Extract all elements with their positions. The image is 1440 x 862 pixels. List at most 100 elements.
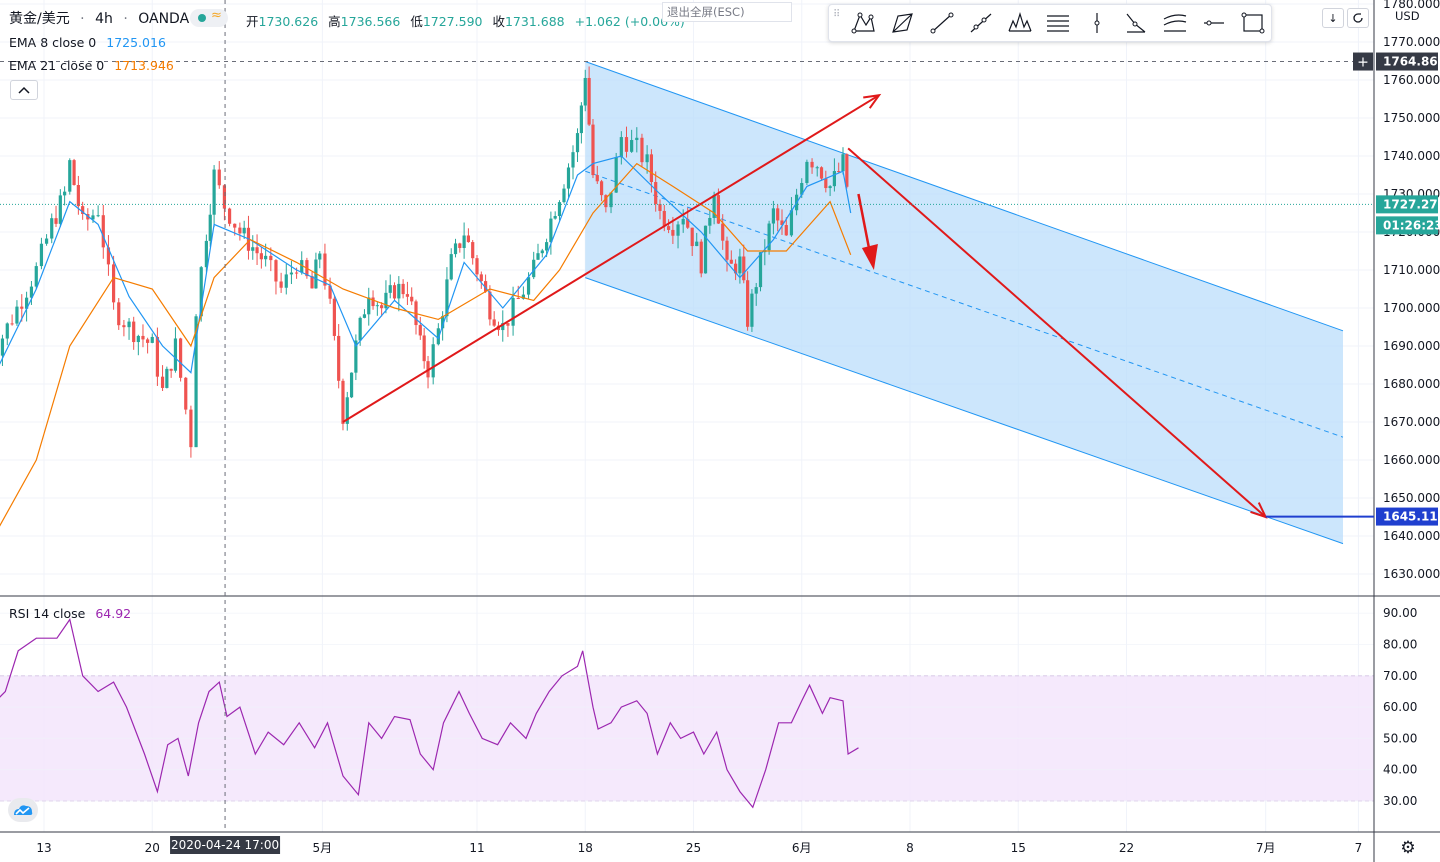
ema8-legend: EMA 8 close 0 1725.016: [9, 35, 172, 50]
market-status-badge[interactable]: ≈: [190, 8, 228, 27]
rectangle-icon[interactable]: [1235, 7, 1271, 39]
candle-body: [341, 380, 345, 424]
candle-body: [179, 338, 183, 378]
rsi-line: [0, 618, 859, 809]
candle-body: [54, 218, 58, 224]
candle-body: [189, 409, 193, 448]
candle-body: [587, 77, 591, 125]
candle: [690, 227, 694, 256]
candle-body: [483, 281, 488, 292]
candle-body: [609, 192, 613, 208]
channel-mid-line: [585, 170, 1344, 438]
trend-line-icon[interactable]: [924, 7, 960, 39]
triangle-pattern-icon[interactable]: [1118, 7, 1154, 39]
candle: [132, 316, 136, 350]
candle-body: [422, 335, 426, 362]
candle: [767, 220, 771, 255]
candle: [422, 328, 426, 369]
candle-body: [44, 238, 49, 244]
candle: [654, 171, 658, 212]
uptrend-arrow: [342, 94, 880, 423]
candle: [169, 368, 173, 378]
settings-button[interactable]: ⚙: [1398, 838, 1418, 858]
candle: [165, 366, 169, 389]
candle: [127, 318, 131, 340]
price-tick-label: 1780.000: [1383, 0, 1440, 11]
candle: [101, 205, 105, 259]
ray-icon[interactable]: [963, 7, 999, 39]
candle: [771, 200, 775, 235]
drawing-toolbar: ⠿: [828, 4, 1272, 42]
candle-body: [635, 137, 639, 141]
add-alert-button-bg: [1353, 52, 1373, 71]
candle: [5, 322, 9, 346]
candle-body: [645, 154, 649, 163]
rsi-tick-label: 30.00: [1383, 794, 1417, 808]
horizontal-ray-icon[interactable]: [1196, 7, 1232, 39]
arrow-down-icon: ↓: [1328, 11, 1338, 25]
candle-body: [371, 297, 375, 307]
candle-body: [690, 227, 694, 247]
vertical-line-icon[interactable]: [1079, 7, 1115, 39]
candle: [640, 133, 644, 168]
candle-body: [328, 285, 332, 299]
candle: [841, 147, 845, 175]
candle: [609, 192, 613, 214]
candle-body: [733, 263, 738, 274]
candle: [337, 324, 341, 389]
horizontal-lines-icon[interactable]: [1041, 7, 1077, 39]
low-value: 1727.590: [422, 14, 483, 29]
xabcd-pattern-icon[interactable]: [846, 7, 882, 39]
candle: [483, 274, 488, 293]
tradingview-logo[interactable]: [8, 798, 38, 822]
candle: [397, 276, 401, 312]
candle: [431, 337, 435, 385]
price-tick-label: 1760.000: [1383, 73, 1440, 87]
candle: [725, 236, 729, 272]
candle-body: [721, 223, 725, 241]
candle-body: [471, 242, 475, 259]
candle-body: [264, 255, 268, 260]
broker-name: OANDA: [138, 11, 190, 27]
last-price-label: 1727.272: [1383, 197, 1440, 211]
candle: [712, 191, 716, 225]
price-tick-label: 1630.000: [1383, 567, 1440, 581]
candle: [150, 333, 154, 344]
candle: [106, 235, 111, 276]
candle: [557, 200, 562, 221]
head-shoulders-icon[interactable]: [1002, 7, 1038, 39]
candle-body: [815, 167, 819, 169]
candle-body: [526, 277, 531, 295]
candle-body: [599, 181, 604, 196]
candle: [750, 289, 754, 332]
candle: [58, 189, 62, 227]
candle: [212, 165, 216, 228]
candle-body: [676, 224, 680, 236]
abcd-pattern-icon[interactable]: [885, 7, 921, 39]
fib-channel-icon[interactable]: [1157, 7, 1193, 39]
candle-body: [703, 225, 708, 274]
candle-body: [549, 218, 553, 243]
candle-body: [695, 241, 699, 247]
candle-body: [106, 247, 111, 265]
candle: [471, 239, 475, 265]
reset-chart-button[interactable]: [1347, 8, 1369, 28]
collapse-legend-button[interactable]: [10, 80, 38, 100]
candle-body: [323, 253, 327, 286]
candle-body: [521, 294, 525, 299]
exit-fullscreen-button[interactable]: 退出全屏(ESC): [662, 2, 792, 22]
time-tick-label: 11: [469, 841, 484, 855]
rsi-tick-label: 90.00: [1383, 606, 1417, 620]
candle-body: [91, 215, 95, 220]
candle-body: [800, 183, 804, 195]
candle: [54, 205, 58, 228]
candle-body: [310, 276, 314, 289]
crosshair-price-label-bg: [1376, 52, 1438, 71]
drag-handle-icon[interactable]: ⠿: [833, 9, 841, 20]
candle-body: [332, 298, 336, 336]
rsi-label: RSI 14 close: [9, 606, 86, 621]
scroll-down-button[interactable]: ↓: [1322, 8, 1344, 28]
candle: [676, 221, 680, 249]
candle-body: [289, 272, 294, 275]
